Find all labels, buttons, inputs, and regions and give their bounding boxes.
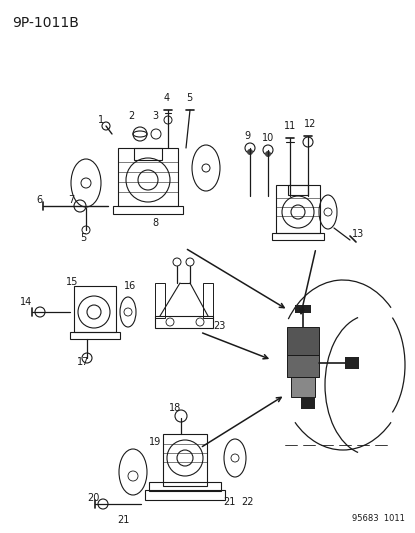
Text: 15: 15 xyxy=(66,277,78,287)
Bar xyxy=(287,327,319,355)
Text: 17: 17 xyxy=(77,357,89,367)
Text: 1: 1 xyxy=(98,115,104,125)
Text: 11: 11 xyxy=(284,121,296,131)
Bar xyxy=(134,148,162,160)
Bar xyxy=(155,283,165,318)
Text: 14: 14 xyxy=(20,297,32,307)
Text: 95683  1011: 95683 1011 xyxy=(352,514,405,523)
Text: 10: 10 xyxy=(262,133,274,143)
Text: 7: 7 xyxy=(68,195,74,205)
Bar xyxy=(113,206,183,214)
Bar xyxy=(149,482,221,491)
Bar xyxy=(287,355,319,377)
Bar xyxy=(301,397,315,409)
Text: 2: 2 xyxy=(128,111,134,121)
Text: 5: 5 xyxy=(80,233,86,243)
Text: 4: 4 xyxy=(164,93,170,103)
Text: 9: 9 xyxy=(244,131,250,141)
Text: 21: 21 xyxy=(223,497,235,507)
Text: 13: 13 xyxy=(352,229,364,239)
Text: 5: 5 xyxy=(186,93,192,103)
Text: 19: 19 xyxy=(149,437,161,447)
Bar xyxy=(203,283,213,318)
Bar xyxy=(272,233,324,240)
Text: 20: 20 xyxy=(87,493,99,503)
Bar xyxy=(288,185,308,195)
Text: 22: 22 xyxy=(241,497,254,507)
Bar xyxy=(345,357,359,369)
Bar xyxy=(163,434,207,486)
Text: 8: 8 xyxy=(152,218,158,228)
Text: 9P-1011B: 9P-1011B xyxy=(12,16,79,30)
Bar xyxy=(145,490,225,500)
Bar xyxy=(70,332,120,339)
Bar xyxy=(291,377,315,397)
Bar xyxy=(155,316,213,328)
Bar xyxy=(295,305,311,313)
Text: 21: 21 xyxy=(117,515,129,525)
Text: 18: 18 xyxy=(169,403,181,413)
Text: 23: 23 xyxy=(213,321,225,331)
Bar xyxy=(276,185,320,233)
Text: 16: 16 xyxy=(124,281,136,291)
Text: 6: 6 xyxy=(36,195,42,205)
Bar xyxy=(118,148,178,206)
Bar xyxy=(74,286,116,332)
Text: 12: 12 xyxy=(304,119,316,129)
Circle shape xyxy=(265,151,271,157)
Text: 3: 3 xyxy=(152,111,158,121)
Circle shape xyxy=(247,149,253,155)
